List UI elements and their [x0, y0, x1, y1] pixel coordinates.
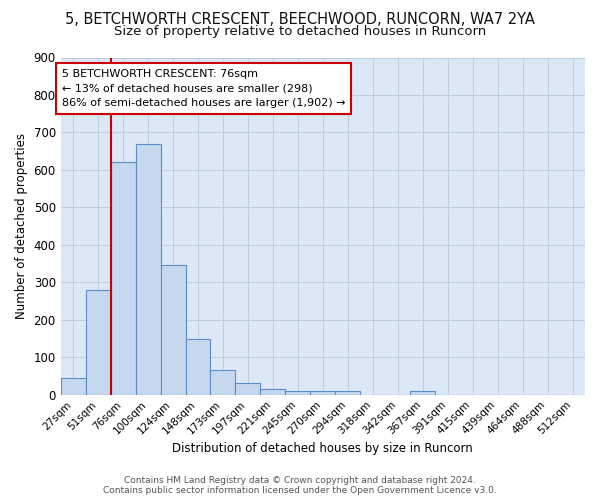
Bar: [286, 391, 310, 394]
Bar: [410, 391, 435, 394]
Text: 5 BETCHWORTH CRESCENT: 76sqm
← 13% of detached houses are smaller (298)
86% of s: 5 BETCHWORTH CRESCENT: 76sqm ← 13% of de…: [62, 68, 346, 108]
Y-axis label: Number of detached properties: Number of detached properties: [15, 133, 28, 319]
Bar: [310, 391, 335, 394]
Bar: [110, 162, 136, 394]
Text: Size of property relative to detached houses in Runcorn: Size of property relative to detached ho…: [114, 25, 486, 38]
Bar: [136, 144, 161, 394]
X-axis label: Distribution of detached houses by size in Runcorn: Distribution of detached houses by size …: [172, 442, 473, 455]
Bar: [235, 384, 260, 394]
Bar: [161, 266, 185, 394]
Bar: [260, 389, 286, 394]
Text: 5, BETCHWORTH CRESCENT, BEECHWOOD, RUNCORN, WA7 2YA: 5, BETCHWORTH CRESCENT, BEECHWOOD, RUNCO…: [65, 12, 535, 28]
Bar: [61, 378, 86, 394]
Bar: [335, 391, 360, 394]
Bar: [211, 370, 235, 394]
Text: Contains HM Land Registry data © Crown copyright and database right 2024.
Contai: Contains HM Land Registry data © Crown c…: [103, 476, 497, 495]
Bar: [185, 338, 211, 394]
Bar: [86, 290, 110, 395]
